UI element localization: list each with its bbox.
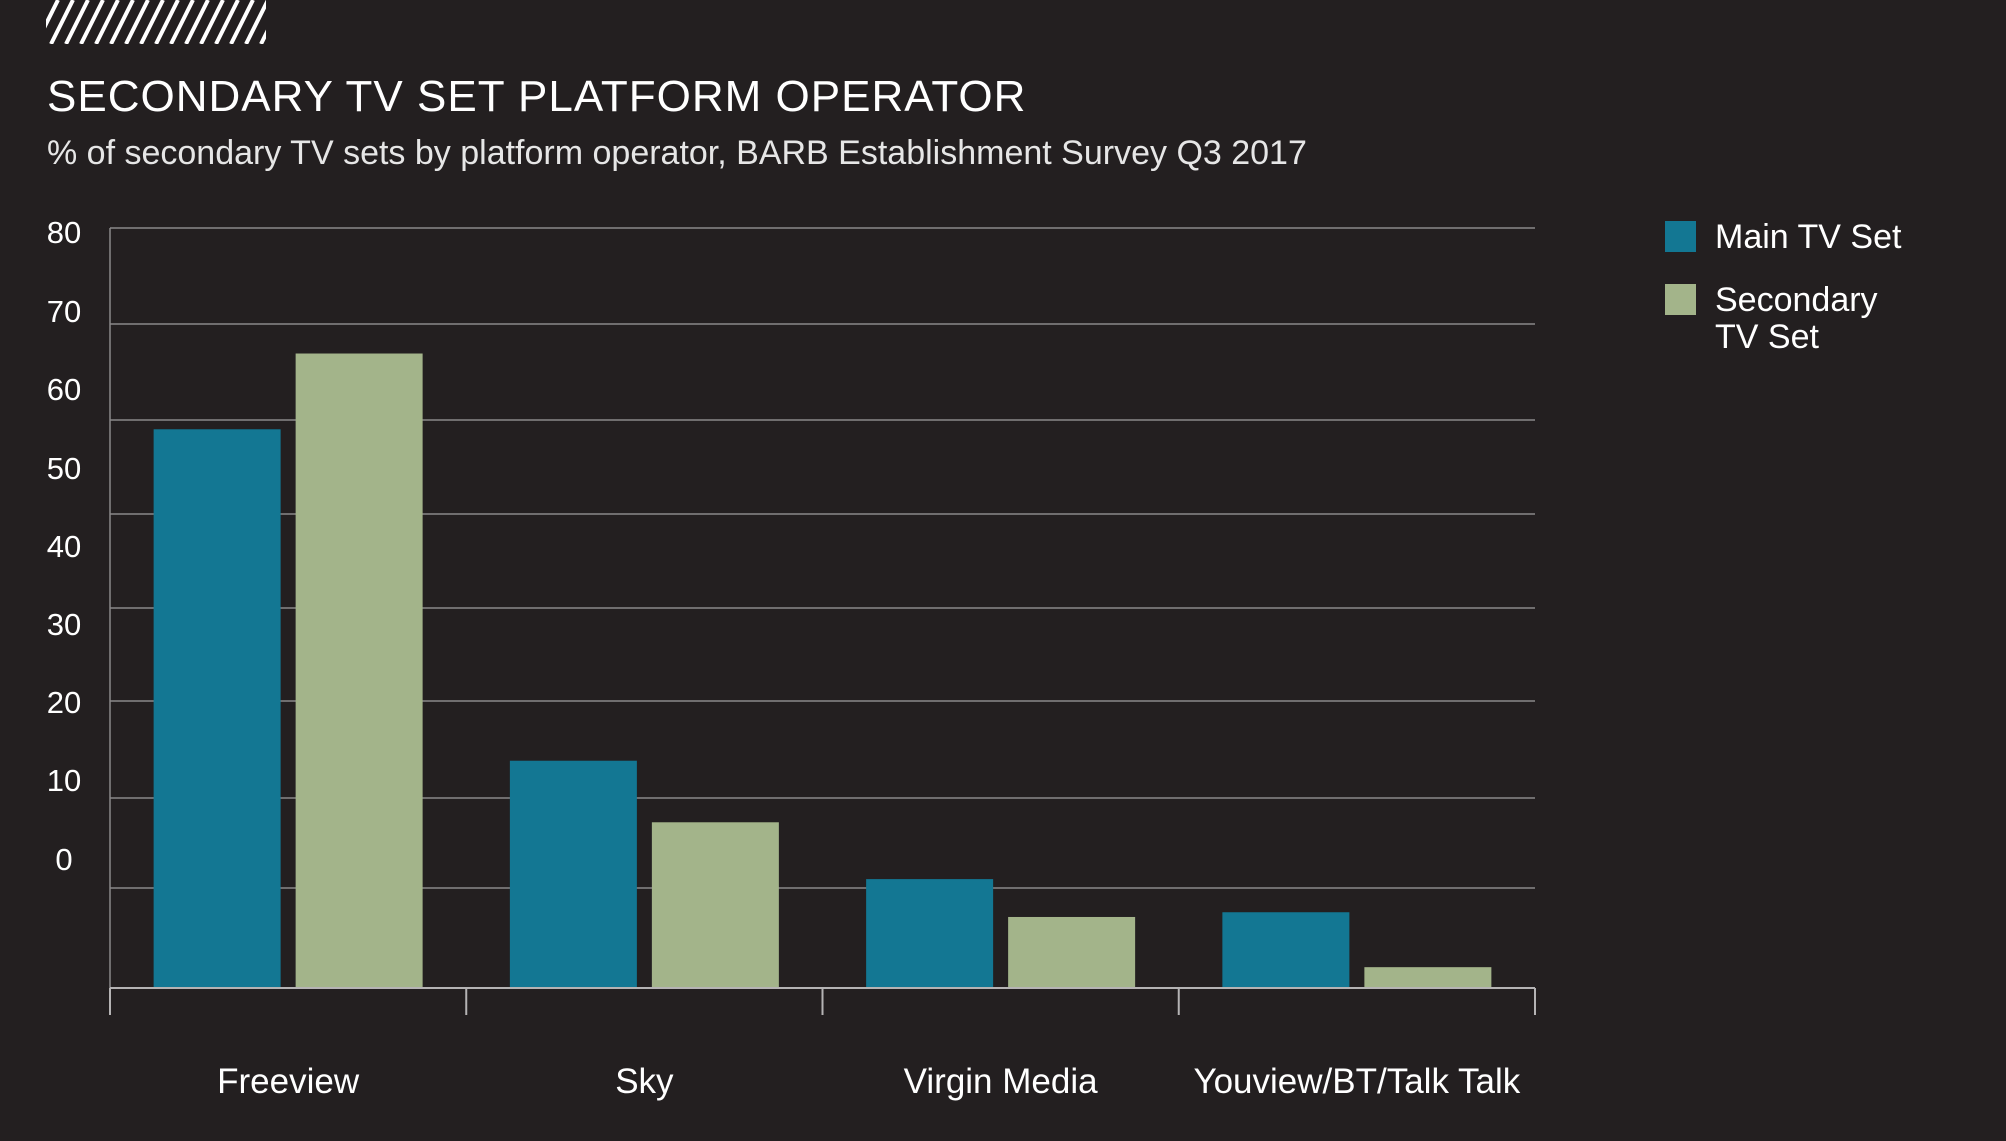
legend: Main TV Set Secondary TV Set [1665,218,1902,356]
x-axis [109,228,1536,1015]
x-category-label: Virgin Media [904,1062,1098,1101]
legend-swatch [1665,284,1696,315]
hatch-stroke [124,0,150,44]
bar-main [1222,912,1350,988]
bar-main [509,760,637,988]
hatch-stroke [154,0,180,44]
x-axis-categories: Freeview Sky Virgin Media Youview/BT/Talk T… [217,1062,1521,1101]
hatch-stroke [94,0,120,44]
hatch-stroke [244,0,266,44]
legend-label: Secondary TV Set [1715,281,1878,356]
y-tick-label: 30 [47,607,81,642]
x-category-label: Youview/BT/Talk Talk [1193,1062,1520,1101]
y-tick-label: 80 [47,215,81,250]
hatch-stroke [259,29,266,44]
legend-swatch [1665,221,1696,252]
legend-label: Main TV Set [1715,218,1902,256]
y-tick-label: 60 [47,372,81,407]
y-tick-label: 50 [47,451,81,486]
bars [153,353,1492,988]
x-category-label: Freeview [217,1062,360,1101]
hatch-stroke [214,0,240,44]
chart-subtitle: % of secondary TV sets by platform opera… [47,134,1307,172]
hatch-stroke [199,0,225,44]
hatch-stroke [139,0,165,44]
hatch-stroke [169,0,195,44]
bar-secondary [1008,916,1136,988]
hatch-stroke [109,0,135,44]
hatch-stroke [184,0,210,44]
y-axis-ticks: 80 70 60 50 40 30 20 10 0 [47,215,81,877]
y-tick-label: 10 [47,763,81,798]
hatch-stroke [229,0,255,44]
bar-main [153,429,281,988]
hatch-stroke [49,0,75,44]
y-tick-label: 0 [55,842,72,877]
hatch-stroke [79,0,105,44]
hatch-stroke [46,0,60,29]
bar-secondary [651,822,779,988]
y-tick-label: 40 [47,529,81,564]
chart-title: SECONDARY TV SET PLATFORM OPERATOR [47,72,1026,121]
hatch-stroke [64,0,90,44]
y-tick-label: 20 [47,685,81,720]
x-category-label: Sky [615,1062,674,1101]
y-tick-label: 70 [47,294,81,329]
bar-main [866,879,994,988]
hatch-logo-icon [46,0,266,44]
bar-secondary [295,353,423,988]
bar-secondary [1364,967,1492,988]
